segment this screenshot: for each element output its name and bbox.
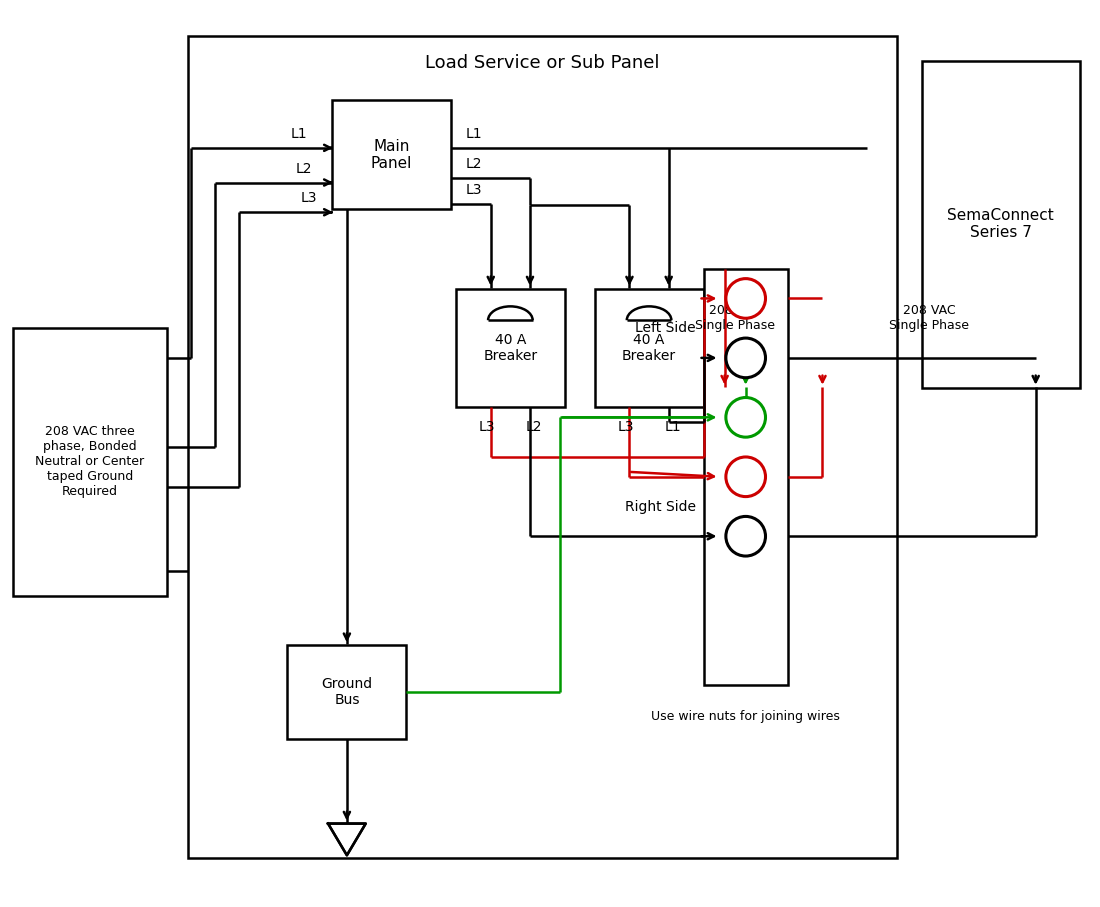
Bar: [922, 61, 1080, 387]
Text: Load Service or Sub Panel: Load Service or Sub Panel: [426, 54, 660, 72]
Text: L2: L2: [465, 157, 482, 171]
Text: Use wire nuts for joining wires: Use wire nuts for joining wires: [651, 709, 840, 723]
Text: L3: L3: [617, 420, 634, 434]
Circle shape: [726, 278, 766, 318]
Bar: [188, 36, 896, 858]
Text: 40 A
Breaker: 40 A Breaker: [621, 333, 676, 363]
Text: Left Side: Left Side: [635, 321, 695, 336]
Bar: [13, 328, 166, 596]
Text: L1: L1: [290, 127, 307, 141]
Text: 208 VAC three
phase, Bonded
Neutral or Center
taped Ground
Required: 208 VAC three phase, Bonded Neutral or C…: [35, 425, 144, 499]
Text: Ground
Bus: Ground Bus: [321, 678, 373, 707]
Text: SemaConnect
Series 7: SemaConnect Series 7: [947, 208, 1054, 240]
Text: L3: L3: [465, 183, 482, 198]
Text: Right Side: Right Side: [625, 500, 695, 513]
Circle shape: [726, 338, 766, 377]
Text: L2: L2: [296, 161, 312, 176]
Text: L1: L1: [465, 127, 483, 141]
Bar: [455, 288, 565, 407]
Bar: [704, 268, 788, 685]
Circle shape: [726, 457, 766, 497]
Bar: [287, 645, 406, 739]
Text: 208 VAC
Single Phase: 208 VAC Single Phase: [695, 304, 776, 332]
Circle shape: [726, 397, 766, 437]
Bar: [332, 101, 451, 210]
Text: L3: L3: [478, 420, 495, 434]
Circle shape: [726, 516, 766, 556]
Text: L2: L2: [526, 420, 542, 434]
Text: 208 VAC
Single Phase: 208 VAC Single Phase: [889, 304, 969, 332]
Text: L3: L3: [300, 191, 317, 205]
Bar: [595, 288, 704, 407]
Text: 40 A
Breaker: 40 A Breaker: [483, 333, 538, 363]
Text: L1: L1: [664, 420, 681, 434]
Text: Main
Panel: Main Panel: [371, 139, 412, 171]
